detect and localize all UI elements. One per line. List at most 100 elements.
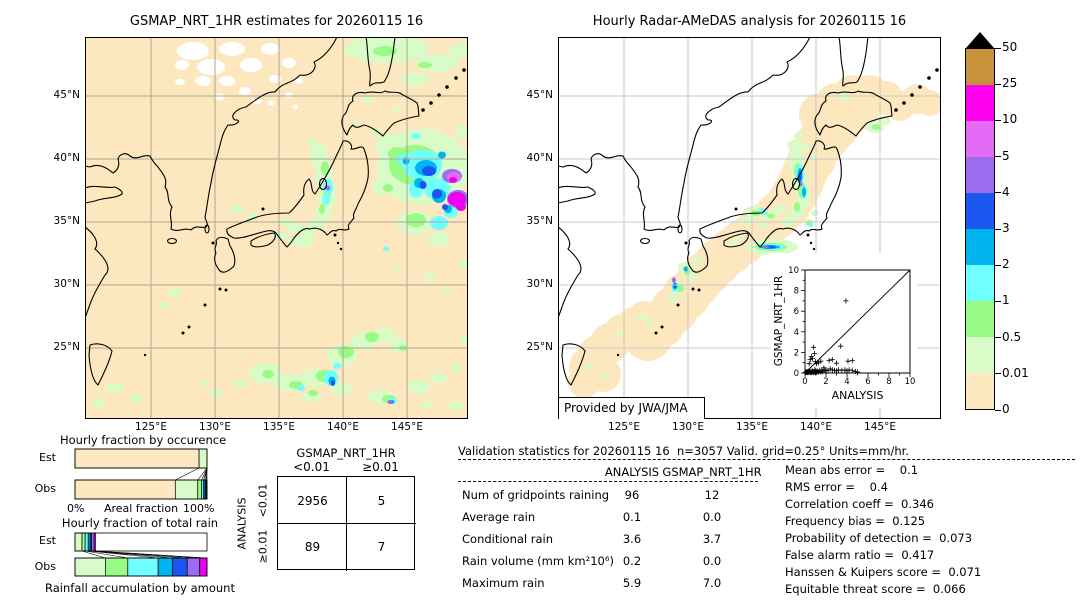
validation-col-analysis: ANALYSIS	[604, 465, 660, 479]
svg-text:4: 4	[794, 328, 799, 338]
totalrain-obs-label: Obs	[34, 560, 56, 573]
totalrain-chart	[74, 532, 208, 577]
contingency-col-lt: <0.01	[293, 460, 330, 474]
no-data-patches	[175, 42, 303, 110]
radar-amedas-map	[557, 36, 943, 419]
svg-text:8: 8	[886, 377, 891, 387]
right-map	[557, 36, 943, 419]
occurrence-x100: 100%	[183, 502, 215, 515]
rain-10-25	[448, 177, 466, 211]
rain-4-5	[672, 181, 803, 283]
stat-frequency-bias: Frequency bias = 0.125	[785, 514, 926, 528]
svg-text:ANALYSIS: ANALYSIS	[832, 389, 884, 402]
stat-hk-score: Hanssen & Kuipers score = 0.071	[785, 565, 982, 579]
occurrence-x0: 0%	[67, 502, 85, 515]
val-maximum-gsmap: 7.0	[702, 576, 722, 590]
right-lon-140: 140°E	[800, 421, 832, 433]
val-volume-gsmap: 0.0	[702, 554, 722, 568]
right-lon-125: 125°E	[608, 421, 640, 433]
contingency-title: GSMAP_NRT_1HR	[296, 446, 396, 460]
svg-text:6: 6	[794, 307, 799, 317]
left-lon-130: 130°E	[199, 421, 231, 433]
row-label-average: Average rain	[462, 510, 536, 524]
contingency-col-ge: ≥0.01	[362, 460, 399, 474]
right-lat-45: 45°N	[526, 89, 553, 101]
contingency-hline	[278, 523, 416, 524]
divider-header	[458, 481, 758, 482]
left-lon-140: 140°E	[327, 421, 359, 433]
left-map-title: GSMAP_NRT_1HR estimates for 20260115 16	[129, 14, 424, 29]
contingency-hits: 7	[377, 540, 386, 554]
val-maximum-analysis: 5.9	[622, 576, 642, 590]
contingency-row-lt: <0.01	[256, 483, 270, 518]
colorbar-overflow-triangle	[966, 32, 994, 48]
left-lat-45: 45°N	[53, 89, 80, 101]
colorbar-scale	[965, 48, 995, 410]
left-map	[84, 35, 471, 419]
totalrain-caption: Rainfall accumulation by amount	[45, 581, 235, 595]
left-lat-40: 40°N	[53, 152, 80, 164]
contingency-hits-none: 2956	[297, 494, 328, 508]
right-lat-25: 25°N	[526, 341, 553, 353]
stat-far: False alarm ratio = 0.417	[785, 548, 935, 562]
val-volume-analysis: 0.2	[622, 554, 642, 568]
val-conditional-analysis: 3.6	[622, 532, 642, 546]
divider-title	[458, 459, 1075, 460]
left-lat-25: 25°N	[53, 341, 80, 353]
contingency-table: 2956 5 89 7	[277, 476, 416, 571]
svg-text:0: 0	[802, 377, 807, 387]
svg-text:10: 10	[788, 266, 799, 276]
left-lon-125: 125°E	[135, 421, 167, 433]
svg-text:8: 8	[794, 287, 799, 297]
occurrence-obs-label: Obs	[34, 482, 56, 495]
svg-text:0: 0	[794, 369, 799, 379]
stat-mean-abs-error: Mean abs error = 0.1	[785, 463, 919, 477]
right-lon-130: 130°E	[672, 421, 704, 433]
occurrence-xlabel: Areal fraction	[103, 502, 179, 515]
svg-text:2: 2	[794, 348, 799, 358]
row-label-gridpoints: Num of gridpoints raining	[462, 488, 610, 502]
left-lon-135: 135°E	[263, 421, 295, 433]
row-label-volume: Rain volume (mm km²10⁶)	[462, 554, 614, 568]
val-average-gsmap: 0.0	[702, 510, 722, 524]
colorbar: 50 25 10 5 4 3 2 1 0.5 0.01 0	[963, 32, 1080, 427]
row-label-maximum: Maximum rain	[462, 576, 545, 590]
stat-rms-error: RMS error = 0.4	[785, 480, 888, 494]
left-lon-145: 145°E	[391, 421, 423, 433]
data-credit: Provided by JWA/JMA	[559, 397, 705, 419]
contingency-miss: 89	[304, 540, 321, 554]
right-map-title: Hourly Radar-AMeDAS analysis for 2026011…	[592, 14, 907, 29]
validation-title: Validation statistics for 20260115 16 n=…	[458, 444, 909, 458]
right-lat-40: 40°N	[526, 152, 553, 164]
stat-correlation: Correlation coeff = 0.346	[785, 497, 934, 511]
inset-scatter-plot: 00 2 2 4 4 6 6 8 8 10 10 ANALYSIS GSMAP_NRT_1HR	[770, 253, 917, 407]
contingency-false-alarm: 5	[377, 494, 386, 508]
row-label-conditional: Conditional rain	[462, 532, 554, 546]
colorbar-labels: 50 25 10 5 4 3 2 1 0.5 0.01 0	[963, 32, 1080, 427]
right-lat-30: 30°N	[526, 278, 553, 290]
occurrence-chart-title: Hourly fraction by occurence	[60, 433, 227, 447]
svg-text:2: 2	[823, 377, 828, 387]
svg-text:6: 6	[865, 377, 870, 387]
contingency-row-ge: ≥0.01	[256, 529, 270, 564]
occurrence-est-label: Est	[39, 451, 56, 464]
val-gridpoints-gsmap: 12	[704, 488, 720, 502]
val-conditional-gsmap: 3.7	[702, 532, 722, 546]
left-lat-35: 35°N	[53, 215, 80, 227]
left-lat-30: 30°N	[53, 278, 80, 290]
contingency-row-axis: ANALYSIS	[235, 497, 249, 550]
totalrain-est-label: Est	[39, 534, 56, 547]
stat-ets: Equitable threat score = 0.066	[785, 582, 966, 596]
stat-pod: Probability of detection = 0.073	[785, 531, 973, 545]
contingency-vline	[346, 477, 347, 571]
val-average-analysis: 0.1	[622, 510, 642, 524]
right-lat-35: 35°N	[526, 215, 553, 227]
svg-text:4: 4	[844, 377, 849, 387]
svg-text:10: 10	[905, 377, 916, 387]
graticule	[85, 37, 468, 419]
totalrain-chart-title: Hourly fraction of total rain	[61, 516, 219, 530]
validation-col-gsmap: GSMAP_NRT_1HR	[662, 465, 762, 479]
val-gridpoints-analysis: 96	[624, 488, 640, 502]
gsmap-precip-map	[84, 35, 471, 419]
